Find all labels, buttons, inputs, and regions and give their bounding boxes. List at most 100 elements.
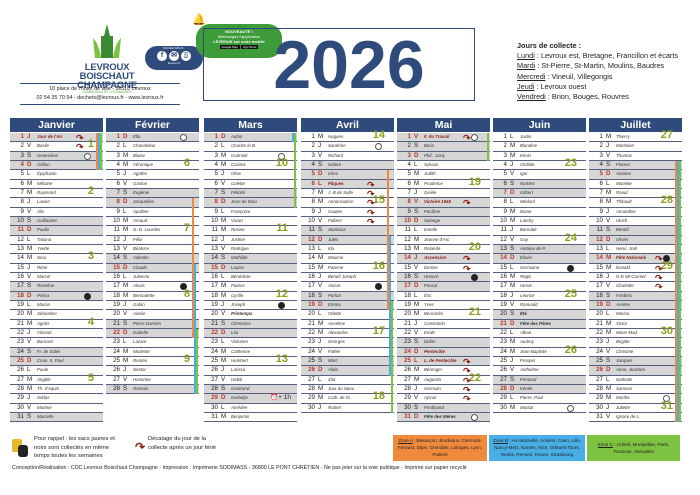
- day-row: 26 D Anne, Joachim: [589, 366, 682, 376]
- day-row: 22 D Isabelle: [106, 328, 199, 339]
- day-row: 18 D Prisca: [10, 291, 103, 301]
- saint-name: Gautier: [328, 208, 343, 214]
- day-number: 20: [308, 310, 315, 318]
- day-letter: J: [221, 366, 225, 374]
- day-row: 20 V Printemps: [204, 310, 297, 320]
- day-letter: M: [510, 338, 516, 346]
- day-row: 19 D Arsène: [589, 300, 682, 311]
- day-letter: S: [414, 272, 419, 280]
- collection-item: Lundi : Levroux est, Bretagne, Francillo…: [517, 51, 678, 61]
- saint-name: Barnabé: [520, 227, 537, 233]
- day-letter: V: [318, 151, 323, 159]
- shift-arrow-icon: ↷: [367, 207, 375, 218]
- day-number: 5: [599, 170, 603, 178]
- saint-name: Conv. S. Paul: [37, 357, 64, 363]
- day-row: 19 J Gabin: [106, 301, 199, 311]
- day-row: 27 L Nathalie: [589, 376, 682, 385]
- phone-icon[interactable]: ▯: [181, 51, 191, 61]
- saint-name: Sandrine: [328, 143, 346, 149]
- day-number: 4: [311, 160, 315, 168]
- day-row: 25 M Roméo 9: [106, 352, 199, 367]
- day-letter: M: [318, 263, 324, 271]
- app-store-badge[interactable]: App Store: [241, 45, 259, 49]
- saint-name: Jeanne d'Arc: [424, 236, 450, 242]
- day-row: 20 L Odette: [301, 310, 394, 320]
- day-letter: M: [318, 319, 324, 327]
- day-number: 18: [596, 291, 603, 299]
- day-row: 25 J Prosper: [493, 357, 586, 367]
- day-letter: M: [318, 188, 324, 196]
- shift-arrow-icon: ↷: [367, 198, 375, 209]
- week-number: 15: [372, 194, 385, 207]
- day-letter: M: [414, 179, 420, 187]
- day-number: 1: [311, 133, 315, 140]
- day-row: 20 L Marina: [589, 310, 682, 320]
- new-moon-icon: [471, 273, 478, 281]
- day-number: 10: [113, 216, 120, 224]
- saint-name: Fête Nationale: [616, 255, 647, 261]
- saint-name: Jacqueline: [133, 199, 154, 205]
- clock-change-label: + 1h: [278, 394, 291, 402]
- day-number: 30: [308, 403, 315, 411]
- church-tower-icon: [93, 24, 121, 58]
- zone-a-label: Zone A: [398, 438, 413, 443]
- day-row: 18 L Éric: [397, 292, 490, 301]
- google-play-badge[interactable]: Google Play: [219, 45, 240, 49]
- day-letter: J: [414, 384, 418, 392]
- saint-name: Médard: [520, 199, 535, 205]
- day-number: 18: [113, 291, 120, 299]
- day-number: 31: [596, 412, 603, 420]
- saint-name: Louise: [231, 264, 244, 270]
- shift-arrow-icon: ↷: [463, 133, 471, 143]
- day-number: 9: [599, 207, 603, 215]
- day-number: 1: [20, 133, 24, 140]
- school-holiday-bar-zone-c: [487, 133, 489, 161]
- day-letter: V: [27, 207, 32, 215]
- day-row: 20 M Sébastien: [10, 310, 103, 320]
- day-row: 26 M Bérenger ↷: [397, 366, 490, 376]
- email-icon[interactable]: ✉: [169, 51, 179, 61]
- day-row: 12 J Félix: [106, 236, 199, 245]
- saint-name: Frédéric: [616, 292, 633, 298]
- bags-reminder: Pour rappel : les sacs jaunes et noirs s…: [34, 436, 115, 459]
- day-letter: V: [27, 403, 32, 411]
- day-number: 15: [211, 263, 218, 271]
- facebook-icon[interactable]: f: [157, 51, 167, 61]
- saint-name: Amédée: [231, 404, 248, 410]
- day-letter: S: [123, 254, 128, 262]
- week-number: 3: [87, 250, 94, 263]
- day-letter: J: [510, 160, 514, 168]
- saint-name: Marc: [328, 357, 338, 363]
- day-number: 12: [17, 235, 24, 243]
- clock-change: ⏰+ 1h: [270, 394, 291, 403]
- day-number: 7: [20, 188, 24, 196]
- day-letter: M: [318, 328, 324, 336]
- day-number: 10: [211, 216, 218, 224]
- collection-item: Vendredi : Brion, Bouges, Rouvres: [517, 92, 678, 102]
- saint-name: Germain: [424, 385, 441, 391]
- day-row: 17 D Pascal: [397, 282, 490, 292]
- day-row: 11 S Stanislas: [301, 226, 394, 236]
- saint-name: Th. d'Aquin: [37, 385, 60, 391]
- day-letter: L: [123, 338, 127, 346]
- saint-name: Rosine: [231, 227, 245, 233]
- day-number: 14: [113, 254, 120, 262]
- day-letter: L: [414, 160, 418, 168]
- day-letter: M: [318, 198, 324, 206]
- day-number: 16: [596, 272, 603, 280]
- day-number: 5: [214, 170, 218, 178]
- day-letter: D: [318, 170, 323, 178]
- day-number: 16: [17, 272, 24, 280]
- saint-name: Chandeleur: [133, 143, 156, 149]
- day-number: 14: [596, 254, 603, 262]
- day-letter: J: [606, 338, 610, 346]
- week-number: 9: [183, 352, 190, 365]
- day-row: 14 M Maxime: [301, 254, 394, 264]
- week-number: 26: [564, 343, 577, 356]
- day-number: 13: [308, 244, 315, 252]
- day-row: 3 D Phil., Jacq.: [397, 151, 490, 161]
- day-row: 31 S Marcelle: [10, 412, 103, 423]
- day-letter: D: [510, 254, 515, 262]
- day-number: 26: [500, 366, 507, 374]
- saint-name: Alban: [520, 329, 532, 335]
